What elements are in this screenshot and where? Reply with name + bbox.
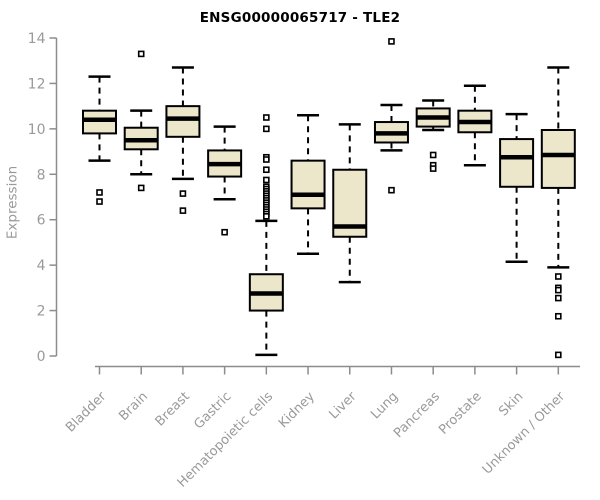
x-category-label-pancreas: Pancreas — [391, 389, 443, 441]
iqr-box — [82, 109, 117, 135]
iqr-box — [165, 105, 201, 138]
box-kidney — [290, 113, 326, 256]
outlier-point — [179, 207, 187, 214]
x-category-label-prostate: Prostate — [436, 389, 484, 437]
outlier-point — [429, 165, 437, 172]
outlier-point — [429, 151, 437, 159]
outlier-point — [388, 186, 395, 194]
box-pancreas — [415, 99, 451, 172]
box-unknown-other — [540, 66, 576, 359]
y-tick-label: 12 — [28, 76, 46, 92]
box-breast — [165, 66, 201, 214]
box-brain — [123, 50, 159, 192]
x-category-label-lung: Lung — [368, 389, 401, 422]
outlier-point — [179, 190, 187, 197]
iqr-box — [290, 159, 326, 210]
chart-title: ENSG00000065717 - TLE2 — [199, 10, 401, 26]
outlier-point — [555, 286, 562, 294]
x-category-label-bladder: Bladder — [63, 389, 110, 436]
box-prostate — [457, 84, 493, 167]
outlier-point — [555, 312, 562, 320]
outlier-point — [263, 156, 270, 163]
outlier-point — [555, 273, 562, 280]
y-tick-label: 4 — [37, 258, 46, 274]
iqr-box — [499, 138, 535, 188]
box-gastric — [207, 125, 243, 236]
x-category-label-unknown-other: Unknown / Other — [480, 389, 569, 478]
x-category-label-skin: Skin — [496, 389, 526, 419]
outlier-point — [263, 176, 270, 184]
outlier-point — [96, 198, 103, 205]
outlier-point — [555, 294, 562, 302]
iqr-box — [540, 128, 576, 189]
x-category-label-brain: Brain — [116, 389, 151, 424]
box-liver — [332, 123, 368, 284]
outlier-point — [263, 166, 270, 174]
outlier-point — [263, 125, 270, 133]
outlier-point — [555, 351, 562, 359]
box-lung — [373, 38, 409, 194]
y-tick-label: 6 — [37, 213, 46, 229]
y-tick-label: 10 — [28, 122, 46, 138]
x-category-label-breast: Breast — [153, 389, 193, 429]
x-category-label-kidney: Kidney — [276, 389, 318, 431]
y-tick-label: 8 — [37, 167, 46, 183]
outlier-point — [221, 228, 228, 236]
x-category-label-liver: Liver — [326, 389, 360, 423]
outlier-point — [263, 213, 270, 220]
box-skin — [499, 112, 535, 263]
outlier-point — [263, 114, 270, 121]
outlier-point — [388, 38, 395, 45]
y-tick-label: 2 — [37, 304, 46, 320]
outlier-point — [137, 184, 145, 192]
outlier-point — [96, 189, 103, 196]
box-hematopoietic-cells — [248, 114, 284, 357]
box-bladder — [82, 75, 117, 205]
y-tick-label: 14 — [28, 31, 46, 47]
outlier-point — [137, 50, 145, 58]
y-tick-label: 0 — [37, 349, 46, 365]
